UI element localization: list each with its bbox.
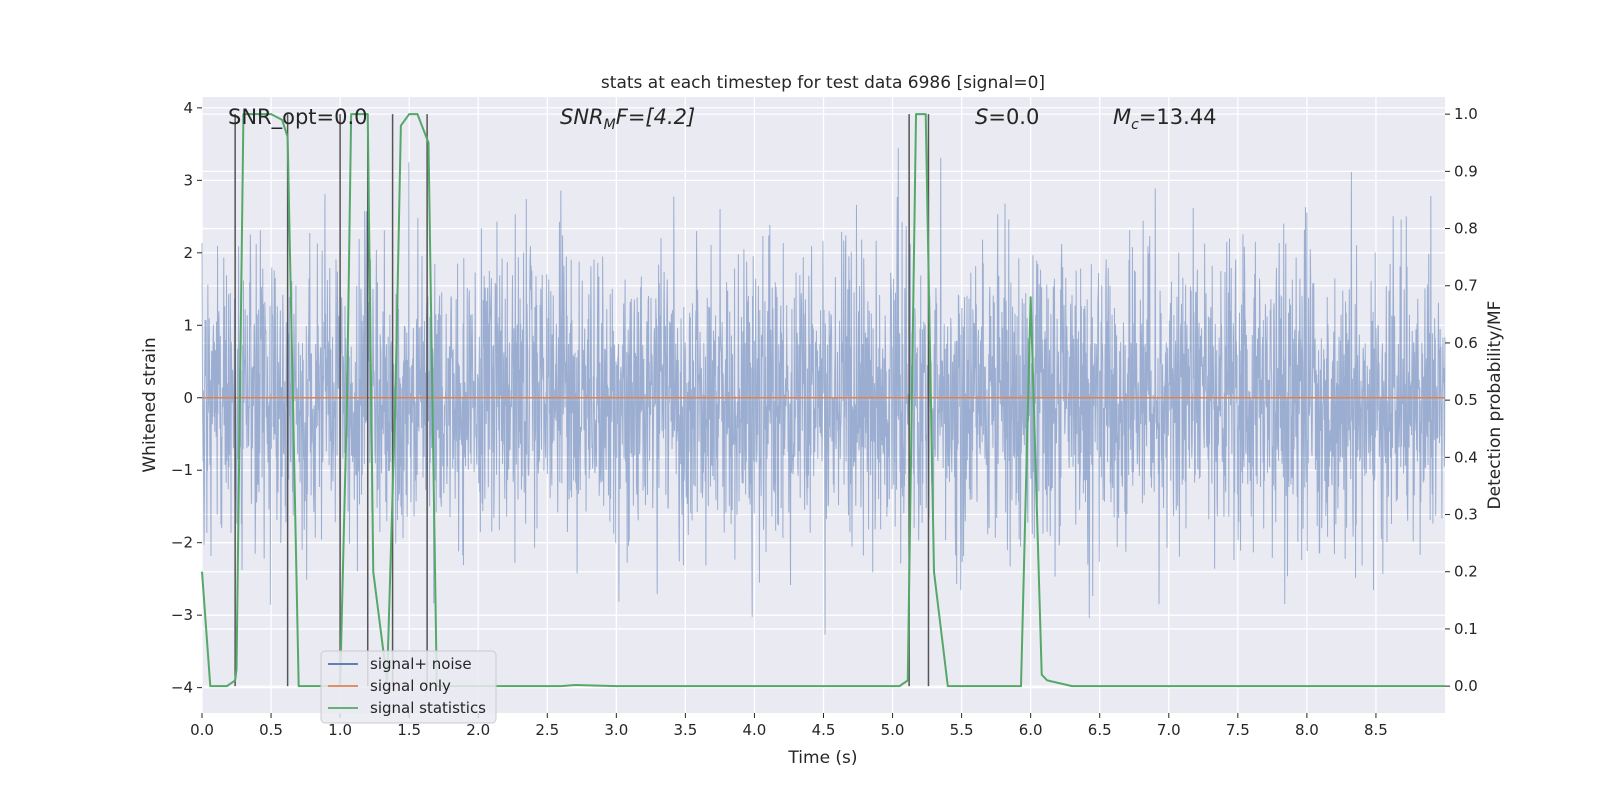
y-right-tick-label-0: 1.0 <box>1454 105 1478 123</box>
y-left-tick-label-4: 0 <box>183 389 193 407</box>
snr-mf-subscript: M <box>604 117 616 133</box>
y-left-tick-label-2: 2 <box>183 244 193 262</box>
snr-mf-variable: SNR <box>560 105 604 129</box>
legend-box <box>320 650 497 724</box>
y-right-tick-label-3: 0.7 <box>1454 277 1478 295</box>
x-tick-label-10: 5.0 <box>881 721 905 739</box>
legend-label-signal-noise: signal+ noise <box>370 655 472 673</box>
y-right-tick-label-6: 0.4 <box>1454 448 1478 466</box>
x-tick-label-14: 7.0 <box>1157 721 1181 739</box>
signal-statistics-line <box>201 113 1445 688</box>
mc-variable: M <box>1113 105 1131 129</box>
s-variable: S <box>975 105 988 129</box>
x-tick-label-7: 3.5 <box>673 721 697 739</box>
x-tick-label-3: 1.5 <box>397 721 421 739</box>
y-left-tick-label-8: −4 <box>171 679 193 697</box>
s-annotation: S=0.0 <box>975 105 1039 129</box>
signal-statistics-series <box>201 113 1445 688</box>
y-left-tick-label-7: −3 <box>171 606 193 624</box>
y-left-tick-label-1: 3 <box>183 171 193 189</box>
snr-mf-annotation: SNRMF=[4.2] <box>560 105 695 133</box>
s-rest: =0.0 <box>988 105 1039 129</box>
vertical-markers <box>234 114 930 687</box>
y-right-tick-label-9: 0.1 <box>1454 620 1478 638</box>
y-left-tick-label-6: −2 <box>171 534 193 552</box>
x-tick-label-17: 8.5 <box>1364 721 1388 739</box>
y-right-tick-label-10: 0.0 <box>1454 677 1478 695</box>
mc-rest: =13.44 <box>1139 105 1217 129</box>
y-axis-label-right: Detection probability/MF <box>1485 301 1505 510</box>
snr-mf-rest: F=[4.2] <box>616 105 695 129</box>
y-axis-label-left: Whitened strain <box>140 337 160 472</box>
signal-noise-series <box>201 148 1446 635</box>
x-axis-label: Time (s) <box>787 748 857 768</box>
x-tick-label-6: 3.0 <box>604 721 628 739</box>
signal-noise-line <box>201 148 1446 635</box>
x-tick-label-12: 6.0 <box>1019 721 1043 739</box>
chart-title: stats at each timestep for test data 698… <box>601 73 1045 93</box>
x-tick-label-4: 2.0 <box>466 721 490 739</box>
y-right-tick-label-4: 0.6 <box>1454 334 1478 352</box>
x-tick-label-11: 5.5 <box>950 721 974 739</box>
legend-label-signal-statistics: signal statistics <box>370 699 486 717</box>
legend: signal+ noise signal only signal statist… <box>320 650 497 724</box>
y-left-tick-label-0: 4 <box>183 99 193 117</box>
x-tick-label-0: 0.0 <box>190 721 214 739</box>
mc-annotation: Mc=13.44 <box>1113 105 1217 133</box>
x-ticks: 0.0 0.5 1.0 1.5 2.0 2.5 3.0 3.5 4.0 4.5 5.0 5.5 6.0 6… <box>190 713 1388 739</box>
y-right-tick-label-5: 0.5 <box>1454 391 1478 409</box>
x-tick-label-13: 6.5 <box>1088 721 1112 739</box>
x-tick-label-9: 4.5 <box>812 721 836 739</box>
y-left-tick-label-5: −1 <box>171 461 193 479</box>
y-left-tick-label-3: 1 <box>183 316 193 334</box>
y-right-tick-label-7: 0.3 <box>1454 506 1478 524</box>
y-right-tick-label-1: 0.9 <box>1454 162 1478 180</box>
mc-subscript: c <box>1131 117 1139 133</box>
x-tick-label-16: 8.0 <box>1295 721 1319 739</box>
x-tick-label-15: 7.5 <box>1226 721 1250 739</box>
legend-label-signal-only: signal only <box>370 677 451 695</box>
y-right-tick-label-2: 0.8 <box>1454 220 1478 238</box>
y-right-tick-label-8: 0.2 <box>1454 563 1478 581</box>
x-tick-label-2: 1.0 <box>328 721 352 739</box>
x-tick-label-1: 0.5 <box>259 721 283 739</box>
y-ticks-left: 4 3 2 1 0 −1 −2 −3 −4 <box>171 99 202 697</box>
x-tick-label-8: 4.0 <box>743 721 767 739</box>
y-ticks-right: 1.0 0.9 0.8 0.7 0.6 0.5 0.4 0.3 0.2 0.1 0.0 <box>1445 105 1478 695</box>
x-tick-label-5: 2.5 <box>535 721 559 739</box>
snr-opt-annotation: SNR_opt=0.0 <box>228 105 368 130</box>
